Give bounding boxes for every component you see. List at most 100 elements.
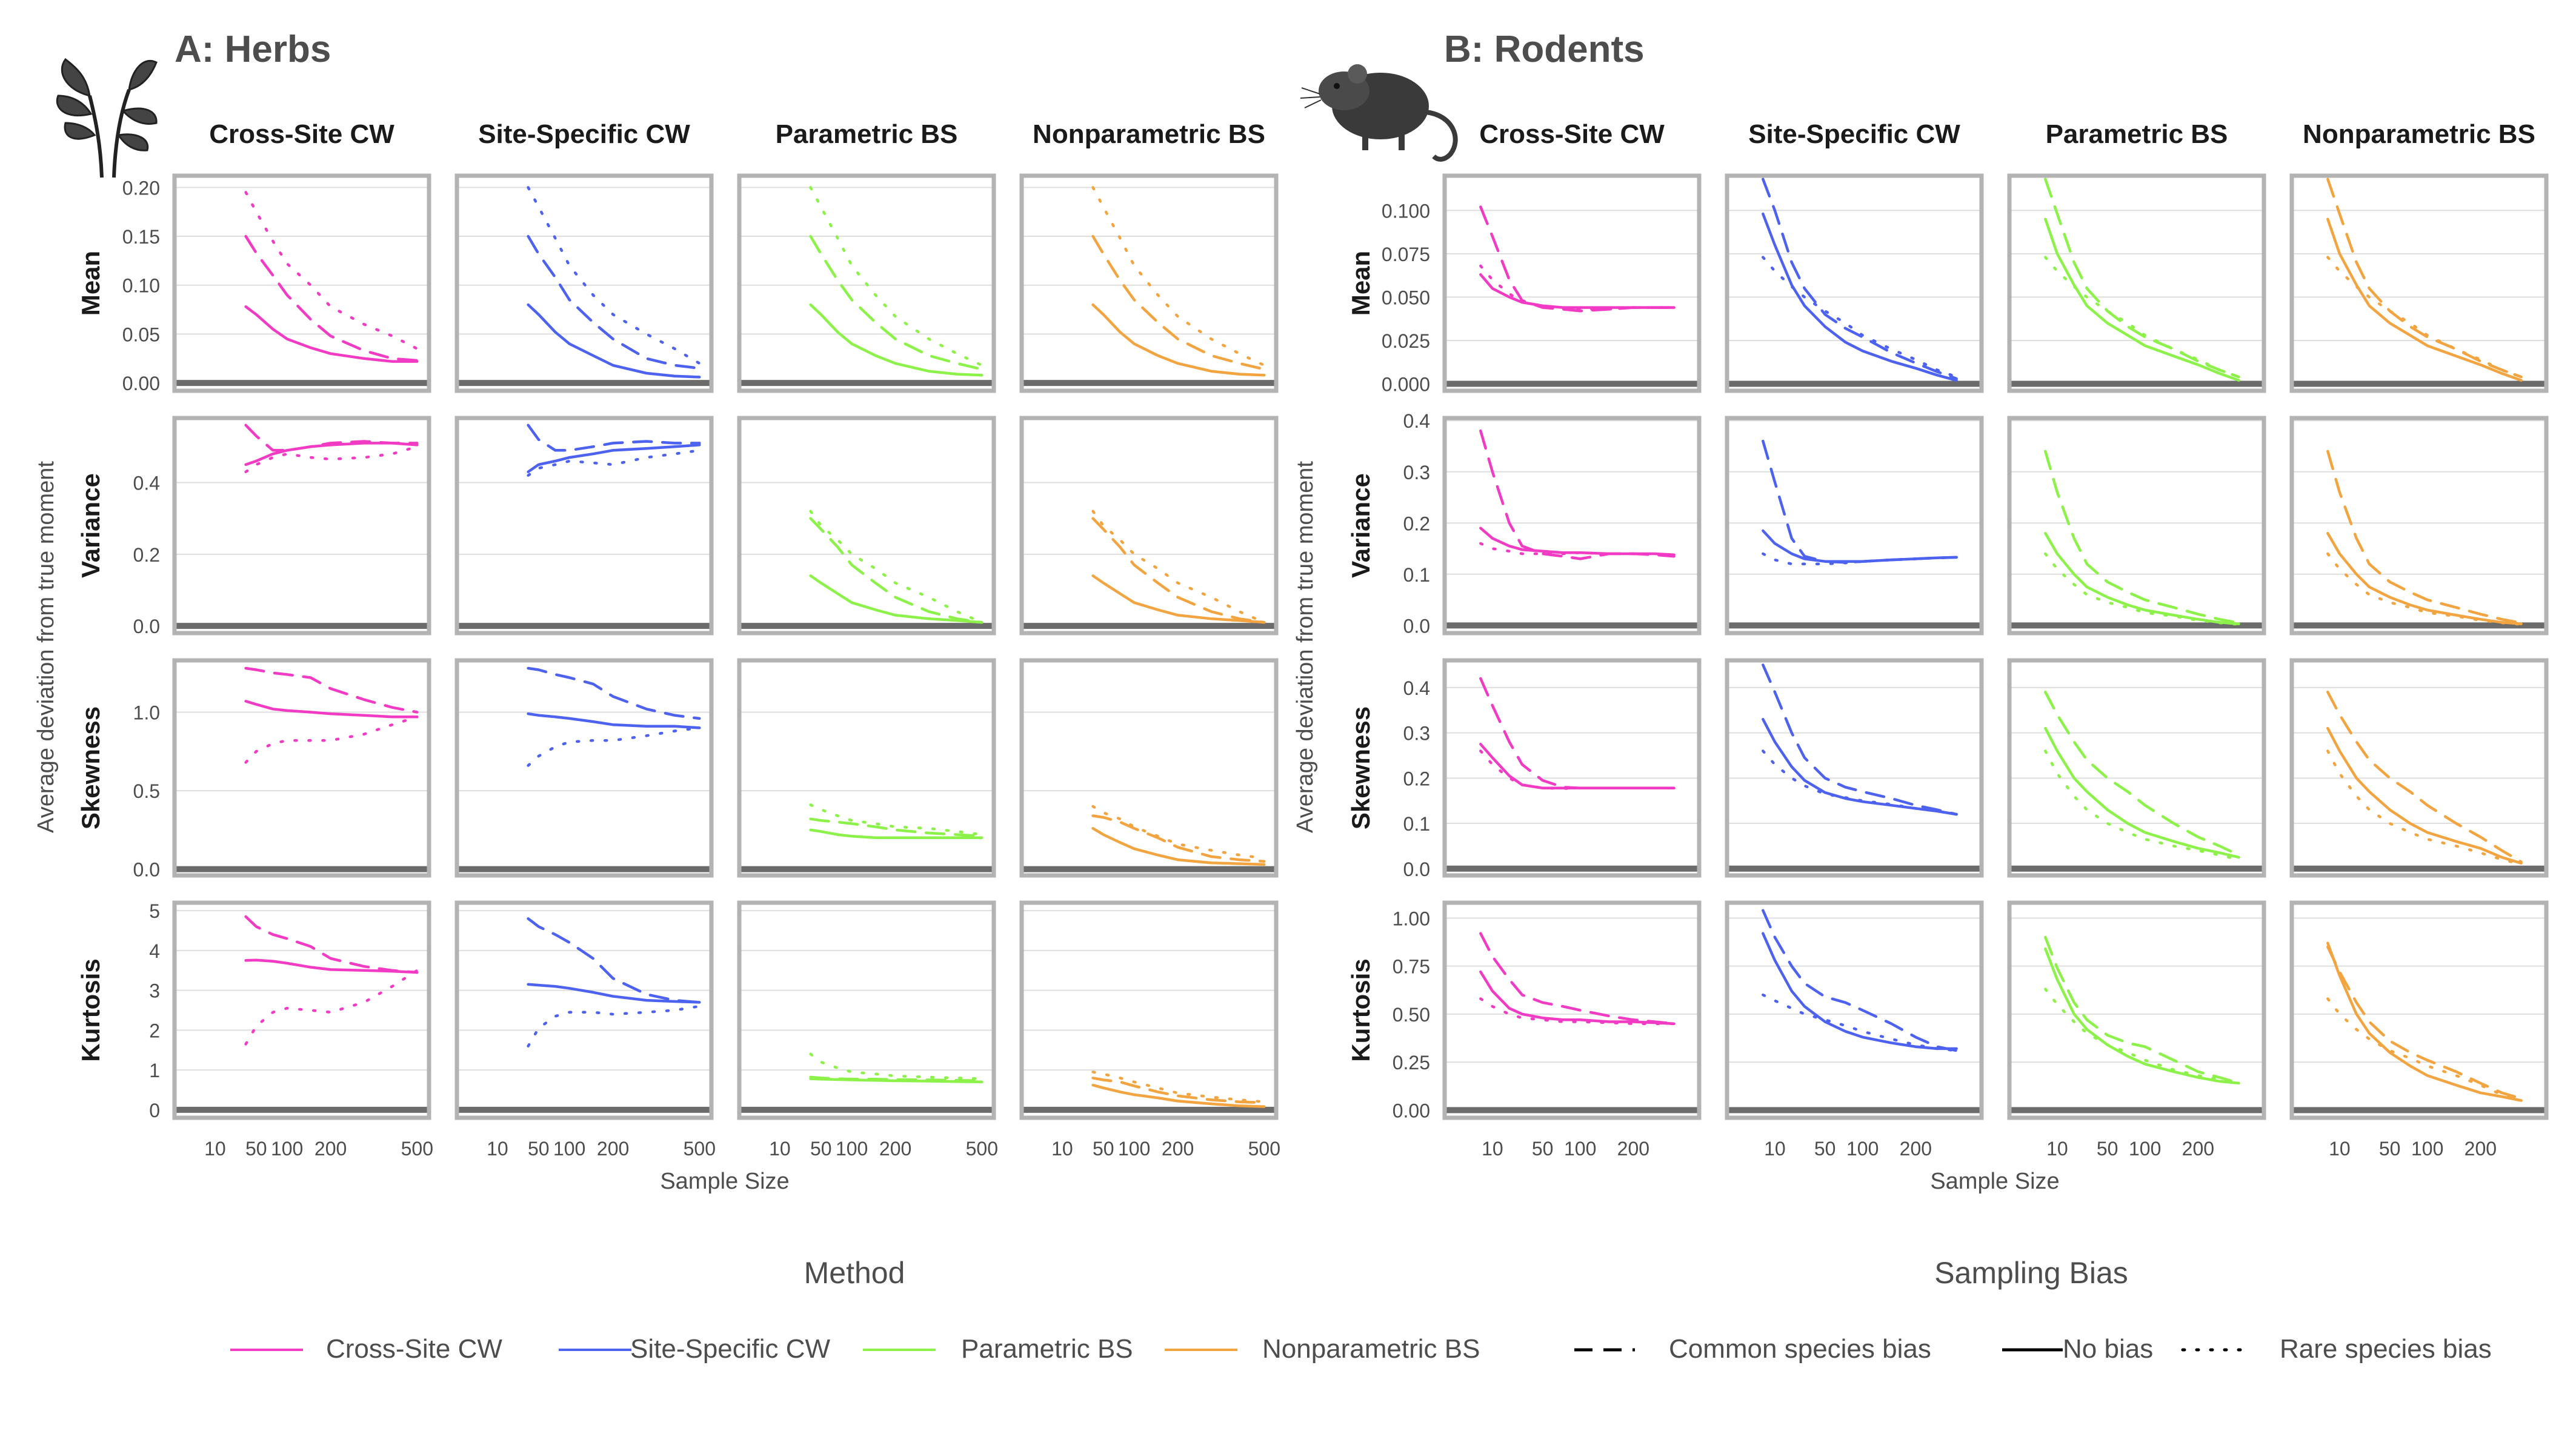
- series-line-nonparametric-bs-common-bias: [2326, 691, 2523, 863]
- facet-background: [1022, 418, 1276, 633]
- series-line-parametric-bs-no-bias: [809, 303, 983, 377]
- series-line-cross-site-cw-rare-bias: [244, 445, 419, 474]
- series-line-cross-site-cw-rare-bias: [1479, 542, 1676, 556]
- x-tick-label: 50: [1532, 1138, 1554, 1160]
- facet-border: [1725, 658, 1984, 878]
- facet-mean-cross-site-cw: [1442, 173, 1702, 393]
- y-tick-label: 0.3: [1403, 462, 1430, 483]
- strip-label-nonparametric-bs: Nonparametric BS: [1033, 119, 1265, 149]
- x-tick-label: 500: [684, 1138, 716, 1160]
- series-line-site-specific-cw-rare-bias: [527, 726, 701, 767]
- facet-border: [172, 658, 431, 878]
- series-line-parametric-bs-common-bias: [809, 234, 983, 371]
- row-label-variance: Variance: [1346, 473, 1375, 578]
- facet-kurtosis-cross-site-cw: 10 50 100 200 500: [172, 900, 433, 1160]
- y-tick-label: 1.0: [133, 702, 160, 724]
- series-line-cross-site-cw-common-bias: [1479, 932, 1676, 1025]
- facet-background: [175, 418, 429, 633]
- legend-bias-title: Sampling Bias: [1934, 1256, 2128, 1290]
- facet-background: [1445, 176, 1699, 391]
- legend-label-parametric-bs: Parametric BS: [961, 1334, 1133, 1364]
- series-line-nonparametric-bs-no-bias: [1091, 1083, 1266, 1108]
- y-tick-label: 0.0: [1403, 615, 1430, 637]
- facet-border: [1725, 416, 1984, 636]
- facet-variance-nonparametric-bs: [1019, 416, 1279, 636]
- y-tick-label: 0.4: [133, 473, 160, 494]
- series-line-parametric-bs-rare-bias: [809, 803, 983, 836]
- series-line-nonparametric-bs-rare-bias: [1091, 805, 1266, 860]
- series-line-site-specific-cw-no-bias: [1762, 529, 1958, 563]
- x-tick-label: 500: [401, 1138, 433, 1160]
- facet-border: [737, 900, 996, 1120]
- x-tick-label: 200: [597, 1138, 629, 1160]
- facet-background: [457, 418, 711, 633]
- chart-a-herbs: Cross-Site CW Site-Specific CW Parametric …: [76, 119, 1280, 1160]
- y-tick-label: 0.4: [1403, 410, 1430, 432]
- x-axis-title-rodents: Sample Size: [1930, 1169, 2059, 1194]
- y-tick-label: 0.20: [122, 177, 160, 199]
- facet-background: [1022, 903, 1276, 1118]
- series-line-nonparametric-bs-no-bias: [1091, 303, 1266, 377]
- x-tick-label: 500: [1248, 1138, 1280, 1160]
- x-tick-label: 100: [553, 1138, 585, 1160]
- facet-variance-site-specific-cw: [1725, 416, 1984, 636]
- row-label-mean: Mean: [76, 251, 105, 316]
- facet-kurtosis-parametric-bs: 10 50 100 200: [2007, 900, 2266, 1160]
- y-tick-label: 5: [149, 900, 160, 922]
- herb-plant-icon: [56, 58, 158, 178]
- facet-skewness-nonparametric-bs: [1019, 658, 1279, 878]
- row-label-kurtosis: Kurtosis: [76, 958, 105, 1061]
- y-tick-label: 0.25: [1393, 1052, 1430, 1074]
- series-line-site-specific-cw-rare-bias: [527, 186, 701, 365]
- row-label-skewness: Skewness: [76, 706, 105, 829]
- y-tick-label: 0.05: [122, 324, 160, 345]
- facet-background: [2292, 660, 2546, 875]
- facet-mean-parametric-bs: [2007, 173, 2266, 393]
- strip-label-nonparametric-bs: Nonparametric BS: [2303, 119, 2535, 149]
- x-tick-label: 200: [2182, 1138, 2214, 1160]
- series-line-nonparametric-bs-common-bias: [1091, 234, 1266, 371]
- series-line-site-specific-cw-no-bias: [527, 983, 701, 1004]
- facet-background: [2292, 176, 2546, 391]
- facet-border: [2289, 900, 2549, 1120]
- y-tick-label: 0.15: [122, 226, 160, 248]
- series-line-parametric-bs-no-bias: [809, 828, 983, 840]
- x-tick-label: 100: [836, 1138, 868, 1160]
- facet-border: [2289, 658, 2549, 878]
- legend-method: Cross-Site CW Site-Specific CW Parametri…: [230, 1334, 1480, 1364]
- facet-mean-site-specific-cw: [454, 173, 714, 393]
- facet-background: [1727, 660, 1982, 875]
- series-line-cross-site-cw-rare-bias: [244, 716, 419, 764]
- series-line-nonparametric-bs-common-bias: [2326, 945, 2523, 1100]
- y-tick-label: 3: [149, 980, 160, 1002]
- series-line-cross-site-cw-rare-bias: [244, 191, 419, 350]
- series-line-nonparametric-bs-rare-bias: [2326, 749, 2523, 866]
- series-line-nonparametric-bs-common-bias: [2326, 178, 2523, 379]
- y-tick-label: 0.0: [1403, 858, 1430, 880]
- series-line-nonparametric-bs-no-bias: [2326, 217, 2523, 382]
- series-line-cross-site-cw-no-bias: [244, 442, 419, 466]
- facet-border: [2289, 173, 2549, 393]
- x-tick-label: 100: [271, 1138, 303, 1160]
- facet-background: [1445, 660, 1699, 875]
- y-tick-label: 0.00: [1393, 1100, 1430, 1121]
- facet-background: [1727, 176, 1982, 391]
- facet-background: [739, 903, 994, 1118]
- series-line-site-specific-cw-no-bias: [527, 443, 701, 474]
- series-line-nonparametric-bs-no-bias: [2326, 726, 2523, 865]
- facet-background: [1445, 903, 1699, 1118]
- facet-variance-site-specific-cw: [454, 416, 714, 636]
- facet-variance-cross-site-cw: [1442, 416, 1702, 636]
- facet-border: [737, 658, 996, 878]
- y-tick-label: 0.000: [1382, 374, 1430, 396]
- x-tick-label: 10: [769, 1138, 791, 1160]
- series-line-parametric-bs-rare-bias: [2044, 552, 2240, 626]
- legend-label-common-bias: Common species bias: [1669, 1334, 1931, 1364]
- facet-skewness-parametric-bs: [2007, 658, 2266, 878]
- y-axis-title-herbs: Average deviation from true moment: [33, 461, 59, 833]
- row-label-mean: Mean: [1346, 251, 1375, 316]
- facet-border: [1442, 173, 1702, 393]
- facet-border: [1725, 173, 1984, 393]
- x-tick-label: 10: [1051, 1138, 1073, 1160]
- series-line-site-specific-cw-rare-bias: [1762, 993, 1958, 1052]
